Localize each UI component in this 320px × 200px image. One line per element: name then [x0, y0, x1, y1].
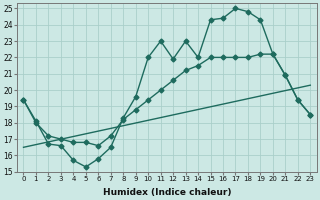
X-axis label: Humidex (Indice chaleur): Humidex (Indice chaleur) — [103, 188, 231, 197]
